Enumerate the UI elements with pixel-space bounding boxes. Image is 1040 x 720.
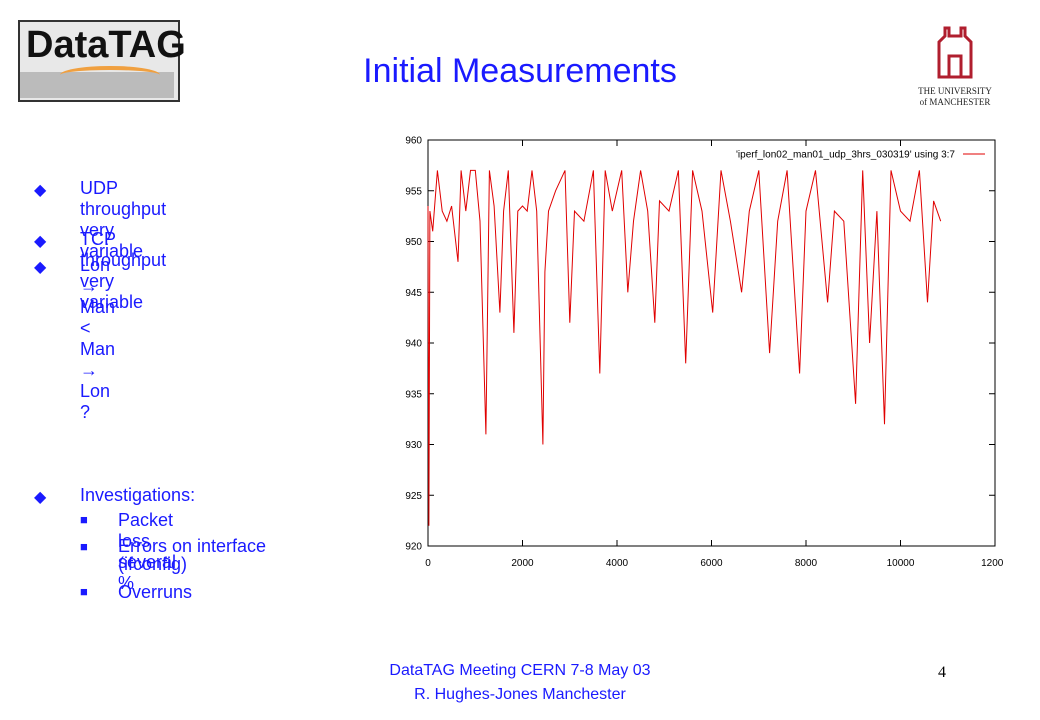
chart-area: 920 925 930 935 940 945 950 955 960 0 2000 4000 6000…: [405, 136, 1009, 570]
x-tick-label: 8000: [795, 558, 818, 569]
bullet: Investigations:: [80, 485, 196, 505]
footer-line: DataTAG Meeting CERN 7-8 May 03: [389, 662, 651, 679]
x-tick-label: 6000: [700, 558, 723, 569]
y-tick-label: 960: [405, 136, 422, 147]
bullet-icon: ◆: [34, 259, 47, 276]
sub-bullet-icon: ■: [80, 512, 88, 527]
x-tick-label: 10000: [887, 558, 915, 569]
x-tick-label: 12000: [981, 558, 1009, 569]
sub-bullet-icon: ■: [80, 584, 88, 599]
data-line: [427, 169, 942, 526]
bullet: UDP throughput very variable: [80, 178, 167, 261]
y-tick-label: 930: [405, 440, 422, 451]
legend-label: 'iperf_lon02_man01_udp_3hrs_030319' usin…: [736, 150, 955, 161]
sub-bullet-icon: ■: [80, 539, 88, 554]
x-tick-label: 2000: [511, 558, 534, 569]
bullet-icon: ◆: [34, 233, 47, 250]
page-number: 4: [938, 664, 946, 681]
sub-bullet: Packet loss several %: [118, 510, 177, 593]
crest: [937, 26, 973, 79]
logo-text: DataTAG: [26, 24, 186, 66]
y-tick-label: 920: [405, 542, 422, 553]
bullet-icon: ◆: [34, 182, 47, 199]
logo-line: THE UNIVERSITY: [918, 86, 992, 96]
y-tick-label: 940: [405, 339, 422, 350]
x-tick-label: 0: [425, 558, 431, 569]
footer-line: R. Hughes-Jones Manchester: [414, 686, 626, 703]
logo-line: of MANCHESTER: [919, 97, 991, 107]
y-tick-label: 925: [405, 491, 422, 502]
y-tick-label: 935: [405, 389, 422, 400]
manchester-text: THE UNIVERSITY of MANCHESTER: [900, 86, 1010, 108]
y-tick-label: 945: [405, 288, 422, 299]
bullet: TCP throughput very variable: [80, 229, 167, 312]
x-tick-label: 4000: [606, 558, 629, 569]
sub-bullet: Errors on interface (ifconfig): [118, 536, 267, 574]
sub-bullet: Overruns: [118, 582, 193, 602]
plot-border: [427, 139, 996, 547]
y-tick-label: 950: [405, 237, 422, 248]
slide-title: Initial Measurements: [363, 52, 677, 90]
bullet-icon: ◆: [34, 489, 47, 506]
bullet: Lon → Man < Man → Lon ?: [80, 255, 116, 422]
manchester-crest: [935, 22, 975, 80]
y-tick-label: 955: [405, 186, 422, 197]
datatag-logo: DataTAG: [18, 20, 186, 102]
